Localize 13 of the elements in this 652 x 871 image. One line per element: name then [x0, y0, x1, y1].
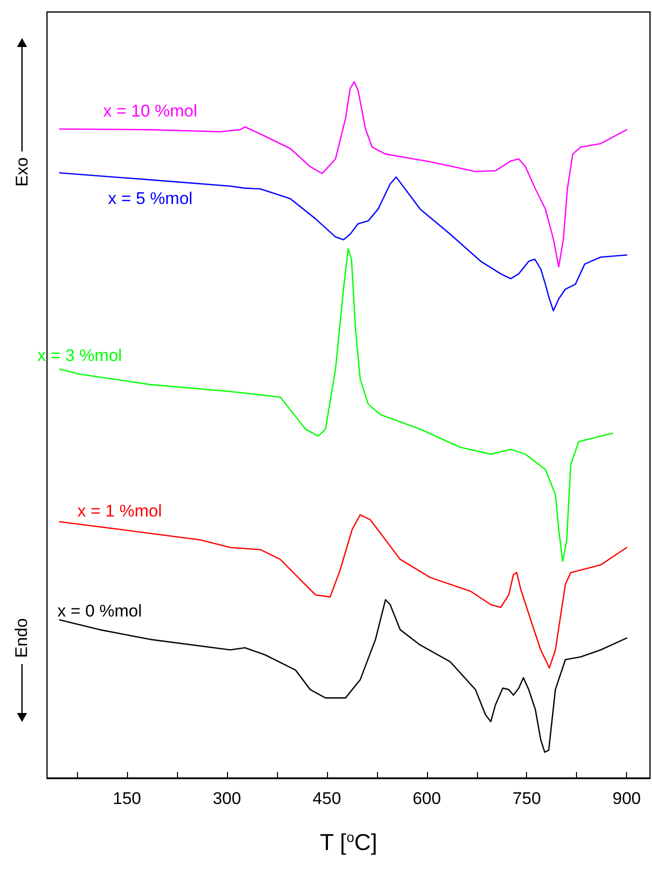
series-label: x = 0 %mol [57, 602, 142, 621]
series-label: x = 10 %mol [103, 102, 198, 121]
series-label: x = 3 %mol [37, 346, 122, 366]
x-tick-label: 300 [212, 789, 242, 808]
x-tick-label: 750 [512, 789, 541, 808]
text: Exo [12, 157, 32, 187]
x-tick-label: 150 [112, 789, 142, 808]
text: Endo [12, 618, 32, 658]
series-label: x = 1 %mol [77, 501, 162, 520]
x-tick-label: 600 [412, 789, 441, 808]
series-label: x = 5 %mol [108, 188, 193, 208]
x-tick-label: 900 [612, 789, 641, 808]
x-tick-label: 450 [312, 789, 342, 808]
